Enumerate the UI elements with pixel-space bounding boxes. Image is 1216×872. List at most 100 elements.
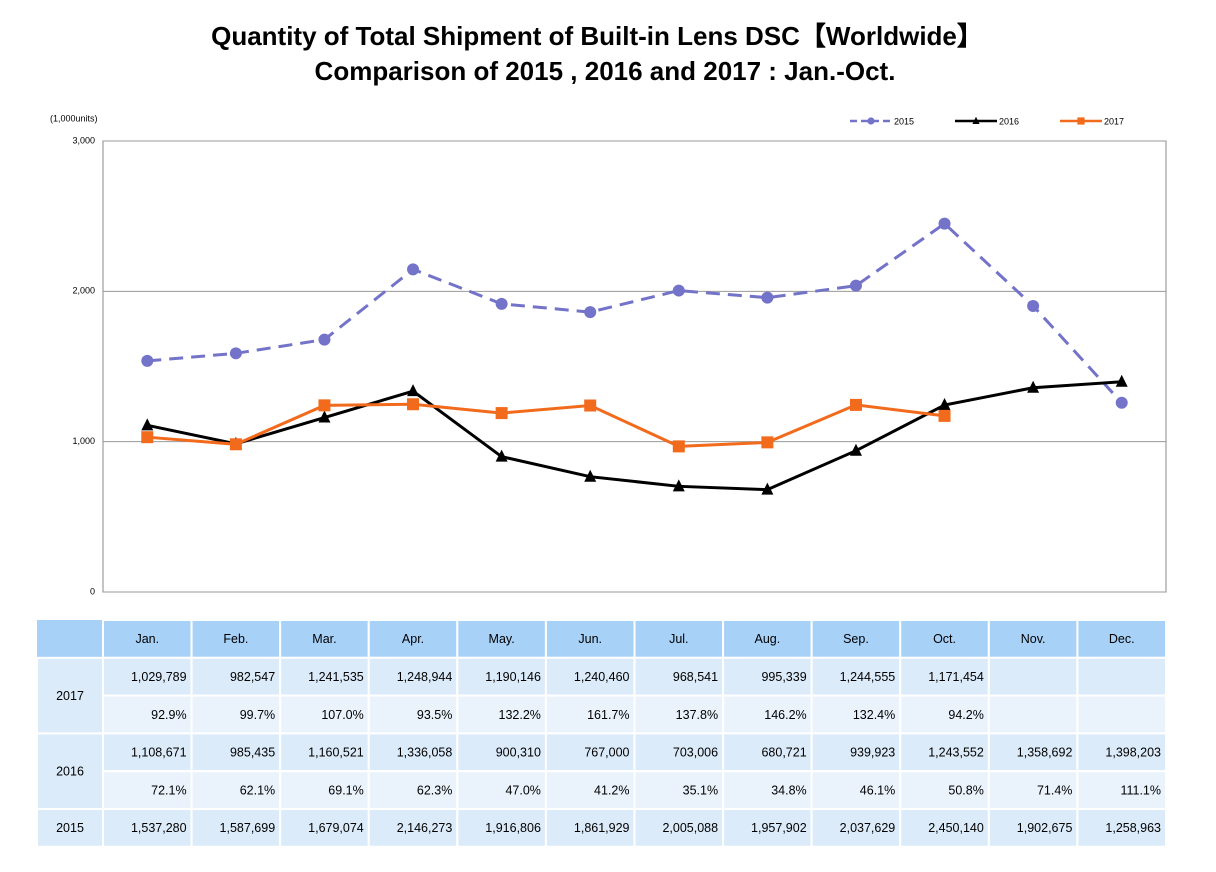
table-cell-text: 1,537,280 [131,821,187,835]
table-cell-text: 34.8% [771,783,806,797]
table-cell-text: 1,160,521 [308,746,364,760]
table-cell [987,656,1079,697]
table-cell-text: 1,248,944 [397,670,453,684]
table-year-cell [36,656,104,735]
point [849,279,862,292]
table-cell [190,656,282,697]
table-cell [722,694,813,735]
table-cell-text: 62.3% [417,783,452,797]
table-cell-text: 94.2% [948,708,983,722]
table-header-text: Jan. [135,632,159,646]
point [672,479,685,492]
series-line [147,402,945,448]
table-cell-text: 161.7% [587,708,629,722]
table-cell-text: 99.7% [240,708,275,722]
legend-label: 2016 [999,116,1019,126]
table-cell-text: 137.8% [676,708,718,722]
table-cell-text: 1,108,671 [131,746,187,760]
table-year-text: 2016 [56,764,84,778]
table-header-text: Oct. [933,632,956,646]
table-cell-text: 1,679,074 [308,821,364,835]
series-line [147,221,1123,404]
table-cell-text: 1,190,146 [485,670,541,684]
table-cell-text: 50.8% [948,783,983,797]
table-cell [633,694,725,735]
table-cell-text: 1,957,902 [751,821,807,835]
table-cell-text: 62.1% [240,783,275,797]
point [672,440,685,453]
y-tick-label: 2,000 [72,286,95,296]
point [407,263,420,276]
point [672,284,685,297]
table-header-cell [367,619,459,659]
chart-subtitle: Comparison of 2015 , 2016 and 2017 : Jan… [315,56,896,86]
table-cell-text: 1,241,535 [308,670,364,684]
table-cell-text: 2,146,273 [397,821,453,835]
table-cell-text: 132.2% [499,708,541,722]
table-cell [1076,656,1167,697]
point [407,384,420,397]
legend-label: 2015 [894,116,914,126]
y-axis-label: (1,000units) [50,113,98,123]
table-year-text: 2017 [56,689,84,703]
table-cell [367,656,459,697]
point [761,482,774,495]
point [495,407,508,420]
point [229,347,242,360]
table-header-text: Jun. [578,632,602,646]
table-cell-text: 132.4% [853,708,895,722]
point [229,438,242,451]
point [584,399,597,412]
table-cell-text: 1,240,460 [574,670,630,684]
table-cell-text: 985,435 [230,746,275,760]
table-cell [810,770,902,811]
table-cell [722,808,813,848]
point [938,217,951,230]
table-cell-text: 1,916,806 [485,821,541,835]
table-cell-text: 1,902,675 [1017,821,1073,835]
point [849,398,862,411]
point [584,306,597,319]
table-cell [899,732,990,773]
table-cell-text: 2,005,088 [662,821,718,835]
table-cell-text: 1,336,058 [397,746,453,760]
table-cell-text: 107.0% [321,708,363,722]
table-cell-text: 72.1% [151,783,186,797]
table-cell [456,656,547,697]
point [761,436,774,449]
table-cell [279,732,370,773]
point [938,409,951,422]
table-cell [279,656,370,697]
table-cell-text: 69.1% [328,783,363,797]
table-cell-text: 1,398,203 [1105,746,1161,760]
table-header-text: Dec. [1109,632,1135,646]
table-cell [367,694,459,735]
table-cell-text: 35.1% [683,783,718,797]
table-cell-text: 92.9% [151,708,186,722]
table-header-bg [37,620,103,658]
table-cell-text: 968,541 [673,670,718,684]
table-cell [899,770,990,811]
point [141,354,154,367]
point [1027,299,1040,312]
table-cell [899,694,990,735]
legend-marker [1077,117,1085,125]
legend-marker [972,116,980,124]
table-header-text: Jul. [669,632,688,646]
table-cell [987,770,1079,811]
y-tick-label: 1,000 [72,436,95,446]
point [141,418,154,431]
point [141,431,154,444]
point [495,449,508,462]
table-cell-text: 1,861,929 [574,821,630,835]
table-cell-text: 47.0% [505,783,540,797]
table-cell [190,694,282,735]
point [849,443,862,456]
table-cell [1076,770,1167,811]
table-cell [987,808,1079,848]
table-header-cell [544,619,636,659]
point [318,399,331,412]
point [584,469,597,482]
table-cell [633,770,725,811]
table-cell [633,732,725,773]
